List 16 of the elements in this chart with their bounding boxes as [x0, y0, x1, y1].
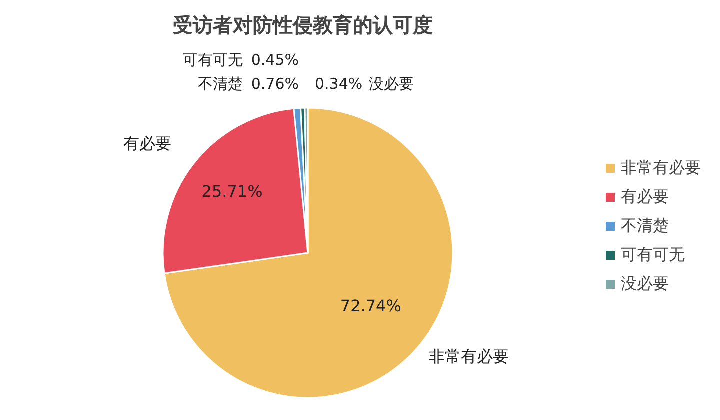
legend-label: 非常有必要	[621, 158, 701, 179]
legend-label: 不清楚	[621, 216, 669, 237]
data-label: 72.74%	[340, 296, 402, 316]
data-label: 25.71%	[202, 182, 263, 201]
legend-label: 没必要	[621, 274, 669, 295]
slice-label: 不清楚	[198, 75, 243, 93]
data-label: 0.45%	[251, 51, 299, 69]
data-label: 0.76%	[251, 75, 299, 93]
data-label: 0.34%	[315, 75, 363, 93]
slice-label: 可有可无	[183, 51, 243, 69]
legend-label: 有必要	[621, 187, 669, 208]
slice-label: 有必要	[124, 134, 172, 154]
slice-label: 没必要	[369, 75, 414, 93]
chart-title: 受访者对防性侵教育的认可度	[172, 12, 434, 39]
legend-label: 可有可无	[621, 245, 685, 266]
slice-label: 非常有必要	[429, 346, 510, 366]
